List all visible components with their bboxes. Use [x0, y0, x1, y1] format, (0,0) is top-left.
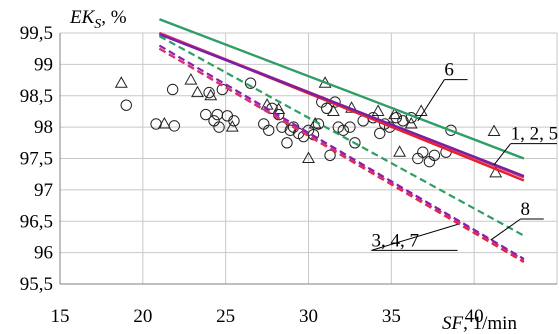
triangle-marker: [157, 116, 171, 129]
annotation-leader: [490, 218, 521, 241]
circle-marker: [374, 127, 386, 140]
triangle-marker: [204, 88, 218, 101]
x-tick-label: 15: [51, 306, 70, 327]
x-tick-label: 30: [299, 306, 318, 327]
annotation-label: 8: [521, 199, 531, 220]
y-axis-label: EKS, %: [69, 7, 127, 32]
series-line-5: [158, 33, 525, 178]
circle-marker: [263, 124, 275, 136]
y-tick-label: 97: [34, 180, 53, 201]
circle-marker: [445, 124, 457, 136]
x-tick-label: 40: [465, 306, 484, 327]
triangle-marker: [487, 124, 501, 137]
x-tick-label: 20: [133, 306, 152, 327]
circle-marker: [276, 121, 288, 133]
series-line-6: [158, 18, 525, 160]
circle-marker: [228, 115, 240, 127]
annotation-leader: [371, 223, 458, 251]
series-line-4: [158, 47, 525, 262]
triangle-marker: [302, 151, 315, 163]
series-line-7: [158, 44, 525, 260]
circle-marker: [244, 77, 257, 89]
annotation-leader: [493, 143, 512, 166]
series-lines: [158, 18, 525, 263]
y-tick-label: 96,5: [20, 211, 53, 232]
circle-marker: [211, 108, 224, 121]
x-tick-label: 35: [382, 306, 401, 327]
triangle-marker: [489, 165, 503, 178]
circle-marker: [168, 120, 181, 132]
annotation-label: 1, 2, 5: [511, 124, 559, 145]
triangle-marker: [326, 104, 340, 116]
circle-marker: [284, 124, 296, 136]
grid: [59, 32, 558, 285]
y-tick-label: 97,5: [20, 149, 53, 170]
circle-marker: [281, 137, 293, 149]
y-tick-label: 99,5: [20, 23, 53, 44]
x-tick-label: 25: [216, 306, 235, 327]
axes: [59, 33, 557, 285]
annotation-label: 3, 4, 7: [371, 230, 419, 251]
y-tick-label: 96: [34, 243, 53, 264]
y-tick-label: 99: [34, 54, 53, 75]
triangle-marker: [388, 107, 402, 120]
y-tick-label: 98,5: [20, 86, 53, 107]
triangle-marker: [114, 76, 128, 88]
annotation-label: 6: [444, 60, 454, 81]
y-tick-label: 98: [34, 117, 53, 138]
circle-marker: [344, 121, 356, 133]
circle-marker: [428, 149, 441, 162]
y-tick-label: 95,5: [20, 274, 53, 295]
circle-marker: [120, 99, 132, 111]
circle-marker: [312, 118, 325, 130]
triangle-marker: [191, 85, 204, 98]
triangle-marker: [393, 145, 407, 157]
triangle-marker: [404, 116, 418, 129]
triangle-marker: [184, 73, 198, 85]
tick-labels: 15 20 25 30 35 40 95,5 96 96,5 97 97,5 98 98,5 99 99,5: [20, 23, 484, 327]
triangle-marker: [225, 120, 239, 132]
circle-marker: [200, 108, 212, 121]
triangle-marker: [272, 102, 286, 115]
circle-marker: [221, 110, 234, 122]
annotations: 6 1, 2, 5 8 3, 4, 7: [371, 60, 559, 251]
circle-marker: [417, 146, 429, 158]
triangle-marker: [371, 104, 385, 116]
circle-marker: [203, 86, 215, 99]
circle-marker: [337, 124, 349, 136]
circle-marker: [324, 149, 336, 162]
series-line-8: [158, 35, 525, 237]
circle-marker: [397, 115, 409, 127]
x-axis-label: SF, 1/min: [442, 313, 517, 334]
circle-marker: [349, 137, 361, 149]
circle-marker: [166, 83, 179, 96]
annotation-leader: [417, 79, 445, 122]
circle-marker: [213, 121, 225, 133]
